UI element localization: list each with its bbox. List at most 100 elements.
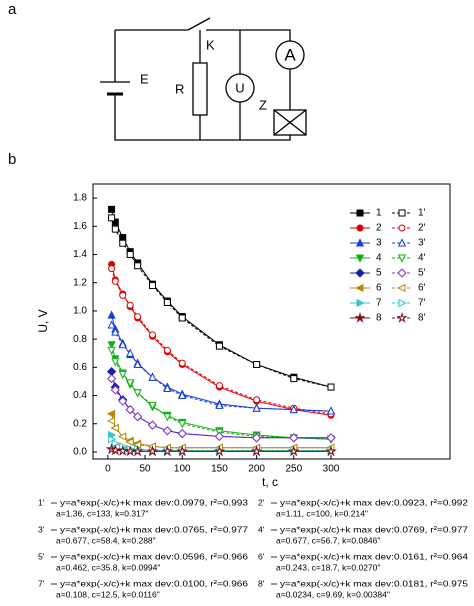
legend-label: 3 [376, 238, 382, 249]
data-point [178, 314, 186, 322]
fit-params: a=0.677, c=58.4, k=0.288" [56, 535, 156, 545]
data-point [108, 214, 116, 222]
switch-label: K [206, 37, 215, 52]
y-tick-label: 0.2 [73, 418, 87, 429]
load-cross [273, 109, 307, 136]
fit-equation: y=a*exp(-x/c)+k max dev:0.0765, r²=0.977 [60, 524, 248, 534]
fit-label: 7' [38, 578, 45, 588]
legend-marker [398, 298, 407, 308]
plot-frame [92, 183, 451, 460]
data-point [107, 310, 116, 319]
circuit: E R K U A Z [100, 17, 307, 141]
legend-label: 7' [418, 298, 426, 309]
legend-label: 5 [376, 268, 382, 279]
legend-label: 8' [418, 313, 426, 324]
data-point [163, 298, 171, 306]
legend-label: 6 [376, 283, 382, 294]
series-line [111, 324, 332, 412]
x-tick-label: 300 [323, 464, 340, 475]
legend-marker [397, 238, 407, 247]
series-line [111, 350, 332, 440]
x-tick-label: 0 [105, 464, 111, 475]
data-point [178, 390, 187, 400]
data-point [214, 431, 225, 442]
fit-label: 4' [258, 524, 265, 534]
data-point [133, 359, 142, 369]
load [273, 109, 307, 136]
data-point [163, 346, 171, 354]
legend-marker [355, 283, 364, 293]
legend-label: 2 [376, 223, 382, 234]
data-point [288, 445, 300, 457]
y-tick-label: 0.8 [73, 334, 87, 345]
data-point [161, 445, 174, 457]
x-tick-label: 250 [285, 464, 302, 475]
y-tick-label: 0.6 [73, 362, 87, 373]
series-line [111, 378, 331, 439]
legend-marker [396, 312, 408, 323]
legend-marker [397, 283, 406, 293]
data-point [252, 403, 261, 412]
legend-label: 4' [418, 253, 426, 264]
fit-label: 5' [38, 551, 45, 561]
data-point [110, 423, 119, 433]
data-point [125, 405, 135, 415]
fit-equation: y=a*exp(-x/c)+k max dev:0.0769, r²=0.977 [280, 524, 468, 534]
legend-label: 1' [418, 208, 426, 219]
data-point [149, 282, 156, 290]
legend-label: 2' [418, 223, 426, 234]
legend-marker [356, 224, 364, 232]
data-point [107, 346, 116, 356]
legend-marker [355, 268, 365, 278]
legend-label: 4 [376, 253, 382, 264]
legend-marker [356, 298, 365, 308]
fit-equation: y=a*exp(-x/c)+k max dev:0.0923, r²=0.992 [280, 497, 468, 507]
fit-params: a=1.36, c=133, k=0.317" [56, 508, 149, 518]
data-point [107, 341, 116, 350]
series-line [111, 344, 332, 440]
data-point [252, 433, 262, 443]
data-point [133, 389, 142, 398]
data-point [111, 327, 120, 336]
data-point [325, 445, 337, 457]
data-point [119, 234, 127, 242]
x-tick-label: 100 [174, 464, 191, 475]
data-point [107, 320, 116, 329]
data-point [134, 262, 142, 270]
data-point [215, 382, 223, 390]
data-point [326, 406, 336, 415]
data-point [178, 420, 187, 429]
load-label: Z [259, 97, 267, 112]
data-point [250, 445, 263, 457]
data-point [111, 218, 119, 226]
y-tick-label: 1.4 [73, 249, 87, 260]
y-tick-label: 1.2 [73, 277, 87, 288]
voltmeter-label: U [235, 80, 244, 95]
data-point [118, 370, 127, 380]
y-tick-label: 1.6 [73, 221, 87, 232]
legend-marker [397, 268, 407, 278]
data-point [125, 437, 134, 447]
data-point [215, 342, 223, 350]
legend-marker [355, 238, 365, 247]
data-point [215, 400, 224, 409]
x-axis-label: t, c [262, 475, 278, 489]
series-line [111, 264, 332, 416]
resistor-label: R [175, 81, 184, 96]
data-point [110, 385, 120, 395]
y-tick-label: 0.4 [73, 390, 87, 401]
y-tick-label: 1.8 [73, 193, 87, 204]
data-point [133, 412, 143, 422]
data-point [109, 444, 121, 456]
legend-label: 6' [418, 283, 426, 294]
data-point [213, 445, 226, 457]
data-point [326, 433, 336, 443]
wire [114, 29, 291, 141]
legend-marker [398, 209, 406, 217]
data-point [253, 361, 261, 369]
data-point [289, 433, 299, 443]
y-axis-label: U, V [36, 309, 50, 332]
fit-params: a=0.0234, c=9.69, k=0.00384" [276, 589, 390, 599]
fit-params: a=0.462, c=35.8, k=0.0994" [56, 562, 160, 572]
data-point [108, 205, 116, 213]
